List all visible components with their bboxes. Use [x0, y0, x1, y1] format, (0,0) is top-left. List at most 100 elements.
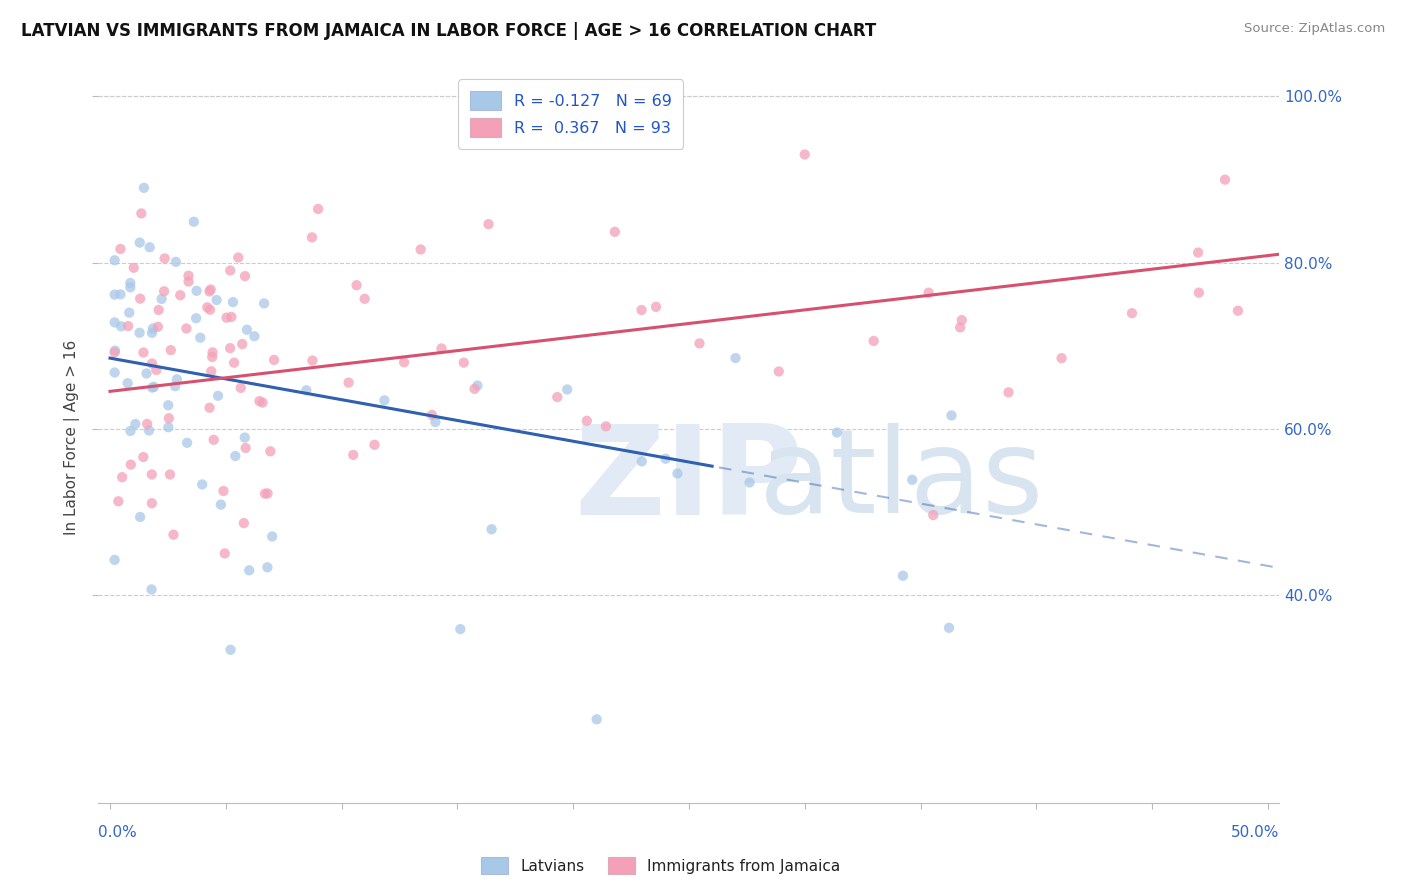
Point — [373, 393, 395, 408]
Point — [430, 342, 453, 356]
Point — [256, 486, 278, 500]
Point — [118, 306, 141, 320]
Point — [862, 334, 884, 348]
Point — [922, 508, 945, 522]
Point — [555, 383, 578, 397]
Point — [236, 323, 259, 337]
Point — [142, 321, 165, 335]
Point — [128, 235, 150, 250]
Point — [481, 522, 503, 536]
Point — [917, 285, 939, 300]
Point — [186, 284, 208, 298]
Point — [630, 303, 652, 318]
Point — [120, 280, 142, 294]
Point — [238, 563, 260, 577]
Point — [363, 438, 385, 452]
Point — [666, 467, 689, 481]
Point — [259, 444, 281, 458]
Point — [453, 356, 475, 370]
Point — [201, 345, 224, 359]
Point — [104, 253, 127, 268]
Point — [129, 510, 152, 524]
Point — [253, 486, 276, 500]
Point — [997, 385, 1019, 400]
Point — [131, 206, 153, 220]
Point — [141, 582, 163, 597]
Point — [110, 319, 132, 334]
Point — [198, 401, 221, 415]
Point — [219, 642, 242, 657]
Point — [159, 467, 181, 482]
Point — [141, 381, 163, 395]
Point — [575, 414, 598, 428]
Point — [825, 425, 848, 440]
Point — [104, 315, 127, 329]
Point — [104, 343, 127, 358]
Point — [128, 326, 150, 340]
Point — [120, 424, 142, 438]
Point — [301, 230, 323, 244]
Point — [117, 319, 139, 334]
Point — [198, 302, 221, 317]
Point — [159, 343, 181, 358]
Point — [207, 389, 229, 403]
Point — [200, 283, 222, 297]
Point — [129, 292, 152, 306]
Point — [346, 278, 368, 293]
Point — [262, 529, 284, 543]
Point — [941, 409, 963, 423]
Point — [177, 275, 200, 289]
Point — [148, 302, 170, 317]
Text: Source: ZipAtlas.com: Source: ZipAtlas.com — [1244, 22, 1385, 36]
Point — [214, 546, 236, 560]
Point — [738, 475, 761, 490]
Point — [901, 473, 924, 487]
Point — [165, 255, 187, 269]
Point — [212, 483, 235, 498]
Point — [409, 243, 432, 257]
Point — [153, 285, 176, 299]
Point — [120, 458, 142, 472]
Point — [132, 181, 155, 195]
Point — [477, 217, 499, 231]
Point — [249, 394, 271, 409]
Point — [188, 331, 211, 345]
Point — [162, 527, 184, 541]
Point — [219, 263, 242, 277]
Text: 0.0%: 0.0% — [98, 825, 138, 840]
Point — [949, 320, 972, 334]
Point — [353, 292, 375, 306]
Point — [425, 415, 447, 429]
Point — [132, 450, 155, 464]
Point — [1226, 303, 1249, 318]
Point — [145, 363, 167, 377]
Point — [793, 147, 815, 161]
Point — [1187, 245, 1209, 260]
Point — [157, 398, 180, 412]
Point — [104, 553, 127, 567]
Point — [110, 242, 132, 256]
Point — [232, 516, 254, 530]
Point — [200, 364, 222, 378]
Point — [215, 310, 238, 325]
Point — [645, 300, 668, 314]
Point — [104, 287, 127, 301]
Point — [768, 364, 790, 378]
Point — [191, 477, 214, 491]
Text: 50.0%: 50.0% — [1232, 825, 1279, 840]
Point — [295, 384, 318, 398]
Point — [585, 712, 607, 726]
Point — [124, 417, 146, 431]
Point — [141, 496, 163, 510]
Point — [157, 411, 180, 425]
Point — [233, 431, 256, 445]
Point — [467, 378, 489, 392]
Point — [224, 356, 246, 370]
Point — [136, 417, 159, 431]
Point — [449, 622, 471, 636]
Point — [219, 341, 242, 355]
Point — [166, 372, 188, 386]
Point — [104, 345, 127, 359]
Point — [235, 441, 257, 455]
Point — [243, 329, 266, 343]
